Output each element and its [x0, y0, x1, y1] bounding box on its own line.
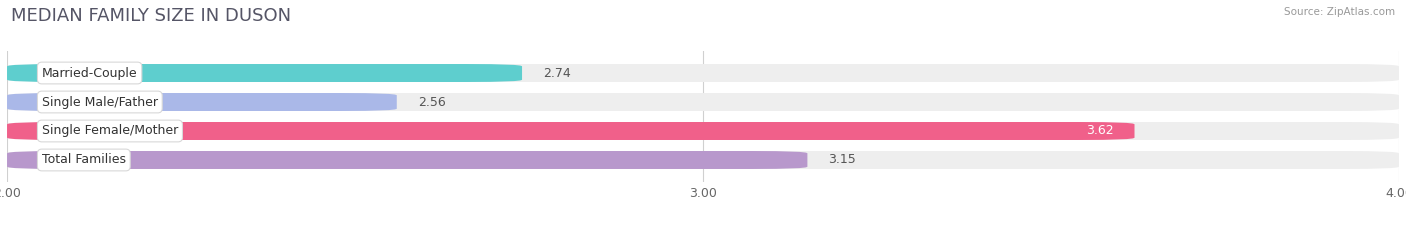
Text: 3.62: 3.62	[1085, 124, 1114, 137]
FancyBboxPatch shape	[7, 64, 522, 82]
Text: 2.56: 2.56	[418, 96, 446, 109]
Text: MEDIAN FAMILY SIZE IN DUSON: MEDIAN FAMILY SIZE IN DUSON	[11, 7, 291, 25]
FancyBboxPatch shape	[7, 122, 1135, 140]
Text: 3.15: 3.15	[828, 154, 856, 167]
Text: Single Female/Mother: Single Female/Mother	[42, 124, 179, 137]
FancyBboxPatch shape	[7, 64, 1399, 82]
Text: Source: ZipAtlas.com: Source: ZipAtlas.com	[1284, 7, 1395, 17]
Text: Total Families: Total Families	[42, 154, 125, 167]
FancyBboxPatch shape	[7, 93, 396, 111]
Text: 2.74: 2.74	[543, 66, 571, 79]
FancyBboxPatch shape	[7, 151, 1399, 169]
FancyBboxPatch shape	[7, 93, 1399, 111]
FancyBboxPatch shape	[7, 122, 1399, 140]
Text: Single Male/Father: Single Male/Father	[42, 96, 157, 109]
FancyBboxPatch shape	[7, 151, 807, 169]
Text: Married-Couple: Married-Couple	[42, 66, 138, 79]
